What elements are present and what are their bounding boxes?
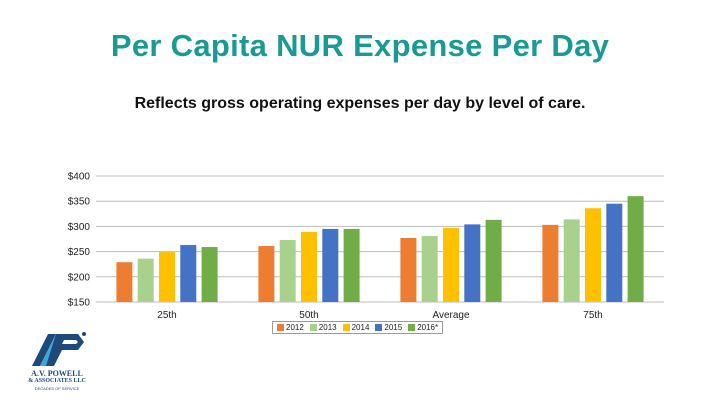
y-tick-label: $350 [68, 197, 91, 208]
legend-label: 2013 [318, 323, 337, 332]
bar [343, 228, 360, 302]
bar [464, 224, 481, 302]
bar [627, 196, 644, 302]
bar [563, 219, 580, 302]
legend-label: 2012 [286, 323, 304, 332]
bar [542, 224, 559, 302]
legend-item: 2012 [277, 323, 304, 332]
x-category-label: 25th [157, 310, 176, 320]
bar [421, 235, 438, 302]
slide-title: Per Capita NUR Expense Per Day [110, 28, 610, 63]
slide-subtitle: Reflects gross operating expenses per da… [134, 95, 586, 112]
bar [585, 208, 601, 302]
av-powell-logo-icon [32, 332, 86, 366]
y-tick-label: $200 [68, 272, 91, 283]
legend-label: 2016* [417, 323, 439, 332]
legend-item: 2015 [375, 323, 402, 332]
logo-tagline: DECADES OF SERVICE [34, 386, 80, 391]
bar-chart: $150 $200 $250 $300 $350 $400 25th 50th Average 7… [68, 172, 664, 320]
legend-swatch [408, 324, 416, 331]
bar [322, 228, 339, 302]
chart-legend: 2012 2013 2014 2015 2016* [272, 321, 444, 334]
bar [443, 227, 459, 302]
bar [201, 247, 218, 302]
logo-subname: & ASSOCIATES LLC [28, 378, 86, 384]
y-tick-label: $250 [68, 247, 91, 258]
x-category-label: 50th [299, 310, 318, 320]
legend-label: 2014 [351, 323, 370, 332]
legend-swatch [277, 324, 284, 331]
logo-name: A.V. POWELL [31, 369, 83, 378]
y-tick-label: $300 [68, 222, 91, 233]
bar [400, 237, 417, 302]
legend-swatch [342, 324, 350, 331]
legend-item: 2013 [309, 323, 337, 332]
bar [279, 240, 296, 302]
bar [485, 219, 502, 302]
bar [301, 231, 317, 302]
bar [258, 246, 275, 302]
x-category-label: Average [432, 310, 470, 320]
legend-item: 2014 [342, 323, 370, 332]
bar [116, 262, 133, 302]
legend-swatch [375, 324, 383, 331]
bar [137, 258, 154, 302]
y-tick-label: $400 [68, 172, 91, 183]
bar [180, 245, 197, 302]
bar [606, 203, 623, 302]
legend-swatch [309, 324, 317, 331]
y-tick-label: $150 [68, 298, 91, 309]
x-category-label: 75th [583, 310, 602, 320]
bar [159, 252, 175, 302]
legend-label: 2015 [384, 323, 403, 332]
legend-item: 2016* [408, 323, 438, 332]
